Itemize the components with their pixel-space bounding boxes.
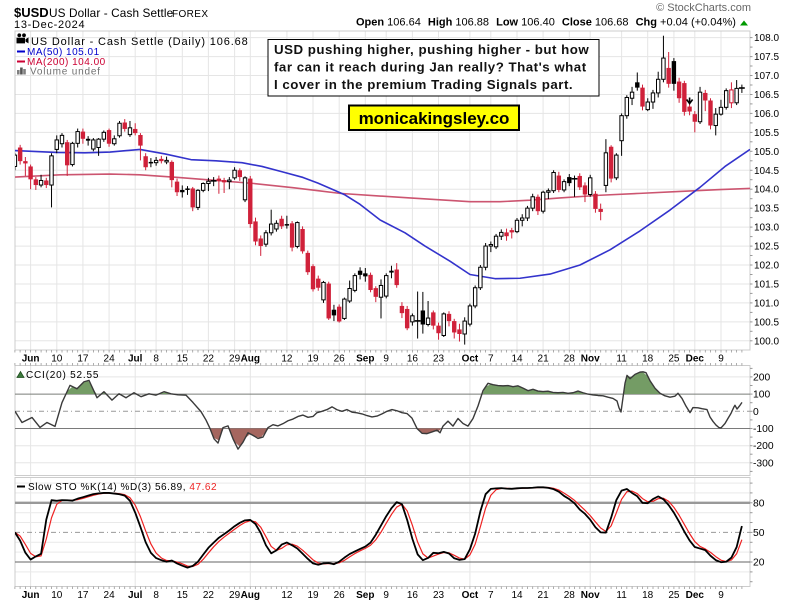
- svg-text:22: 22: [203, 590, 215, 601]
- svg-text:16: 16: [407, 354, 419, 365]
- svg-text:9: 9: [383, 590, 389, 601]
- svg-text:100.0: 100.0: [754, 336, 779, 347]
- svg-text:10: 10: [51, 590, 63, 601]
- svg-text:$USD: $USD: [14, 5, 49, 20]
- svg-text:CCI(20) 52.55: CCI(20) 52.55: [26, 370, 99, 381]
- svg-text:100: 100: [753, 390, 770, 401]
- svg-text:102.0: 102.0: [754, 261, 779, 272]
- svg-text:80: 80: [753, 498, 765, 509]
- svg-text:11: 11: [616, 590, 627, 601]
- svg-text:17: 17: [77, 590, 89, 601]
- svg-text:15: 15: [177, 590, 189, 601]
- svg-text:24: 24: [104, 590, 116, 601]
- svg-text:28: 28: [564, 590, 576, 601]
- svg-text:US Dollar - Cash Settle (Daily: US Dollar - Cash Settle (Daily) 106.68: [31, 36, 249, 48]
- svg-text:-200: -200: [753, 441, 774, 452]
- svg-text:Aug: Aug: [241, 590, 260, 601]
- svg-text:12: 12: [281, 354, 293, 365]
- svg-text:FOREX: FOREX: [172, 9, 208, 20]
- svg-text:© StockCharts.com: © StockCharts.com: [656, 2, 751, 14]
- svg-text:29: 29: [229, 354, 241, 365]
- svg-text:25: 25: [668, 590, 680, 601]
- svg-text:26: 26: [334, 354, 346, 365]
- svg-text:102.5: 102.5: [754, 242, 779, 253]
- svg-text:106.5: 106.5: [754, 90, 779, 101]
- svg-text:MA(50) 105.01: MA(50) 105.01: [27, 47, 100, 58]
- svg-text:22: 22: [203, 354, 215, 365]
- svg-text:9: 9: [718, 354, 724, 365]
- svg-text:104.5: 104.5: [754, 166, 779, 177]
- svg-text:Sep: Sep: [356, 354, 374, 365]
- svg-text:101.0: 101.0: [754, 298, 779, 309]
- svg-text:Oct: Oct: [462, 354, 479, 365]
- svg-text:9: 9: [383, 354, 389, 365]
- svg-text:24: 24: [104, 354, 116, 365]
- svg-text:100.5: 100.5: [754, 317, 779, 328]
- svg-text:21: 21: [538, 354, 550, 365]
- svg-text:14: 14: [511, 590, 523, 601]
- svg-text:US Dollar - Cash Settle: US Dollar - Cash Settle: [49, 6, 174, 20]
- svg-text:Jul: Jul: [128, 590, 143, 601]
- svg-text:Jun: Jun: [22, 590, 40, 601]
- svg-text:26: 26: [334, 590, 346, 601]
- svg-text:9: 9: [718, 590, 724, 601]
- svg-text:19: 19: [307, 590, 319, 601]
- svg-text:8: 8: [153, 354, 159, 365]
- svg-text:14: 14: [511, 354, 523, 365]
- svg-text:Dec: Dec: [686, 354, 705, 365]
- svg-text:-100: -100: [753, 424, 774, 435]
- svg-text:Dec: Dec: [686, 590, 705, 601]
- svg-text:Volume undef: Volume undef: [30, 67, 101, 78]
- svg-text:Aug: Aug: [241, 354, 260, 365]
- svg-text:Sep: Sep: [356, 590, 374, 601]
- svg-text:12: 12: [281, 590, 293, 601]
- svg-text:monicakingsley.co: monicakingsley.co: [359, 109, 510, 128]
- svg-text:29: 29: [229, 590, 241, 601]
- svg-text:20: 20: [753, 558, 765, 569]
- svg-text:7: 7: [488, 590, 494, 601]
- svg-text:17: 17: [77, 354, 89, 365]
- svg-text:far can it reach during Jan re: far can it reach during Jan really? That…: [274, 60, 587, 75]
- svg-text:108.0: 108.0: [754, 33, 779, 44]
- svg-text:107.0: 107.0: [754, 71, 779, 82]
- svg-text:18: 18: [642, 590, 654, 601]
- svg-text:21: 21: [538, 590, 550, 601]
- svg-text:105.5: 105.5: [754, 128, 779, 139]
- svg-text:50: 50: [753, 528, 765, 539]
- svg-text:101.5: 101.5: [754, 280, 779, 291]
- svg-text:MA(200) 104.00: MA(200) 104.00: [27, 57, 106, 68]
- svg-text:Nov: Nov: [581, 354, 600, 365]
- svg-text:103.0: 103.0: [754, 223, 779, 234]
- svg-text:16: 16: [407, 590, 419, 601]
- svg-text:8: 8: [153, 590, 159, 601]
- svg-text:Oct: Oct: [462, 590, 479, 601]
- svg-text:-300: -300: [753, 458, 774, 469]
- svg-text:28: 28: [564, 354, 576, 365]
- svg-text:15: 15: [177, 354, 189, 365]
- svg-text:105.0: 105.0: [754, 147, 779, 158]
- svg-text:Jul: Jul: [128, 354, 143, 365]
- svg-text:13-Dec-2024: 13-Dec-2024: [14, 19, 85, 31]
- svg-text:0: 0: [753, 407, 759, 418]
- svg-text:106.0: 106.0: [754, 109, 779, 120]
- svg-text:103.5: 103.5: [754, 204, 779, 215]
- svg-text:23: 23: [433, 354, 445, 365]
- svg-text:Open 106.64 High 106.88 Low 10: Open 106.64 High 106.88 Low 106.40 Close…: [356, 17, 736, 29]
- svg-text:I cover in the premium Trading: I cover in the premium Trading Signals p…: [274, 77, 573, 92]
- svg-text:Jun: Jun: [22, 354, 40, 365]
- svg-text:Nov: Nov: [581, 590, 600, 601]
- svg-text:23: 23: [433, 590, 445, 601]
- svg-text:7: 7: [488, 354, 494, 365]
- svg-text:107.5: 107.5: [754, 52, 779, 63]
- svg-text:18: 18: [642, 354, 654, 365]
- svg-text:10: 10: [51, 354, 63, 365]
- svg-text:25: 25: [668, 354, 680, 365]
- svg-text:104.0: 104.0: [754, 185, 779, 196]
- svg-text:19: 19: [307, 354, 319, 365]
- svg-text:200: 200: [753, 372, 770, 383]
- svg-text:Slow STO %K(14) %D(3) 56.89, 4: Slow STO %K(14) %D(3) 56.89, 47.62: [28, 482, 217, 493]
- svg-text:USD pushing higher, pushing hi: USD pushing higher, pushing higher - but…: [274, 42, 589, 57]
- svg-text:11: 11: [616, 354, 627, 365]
